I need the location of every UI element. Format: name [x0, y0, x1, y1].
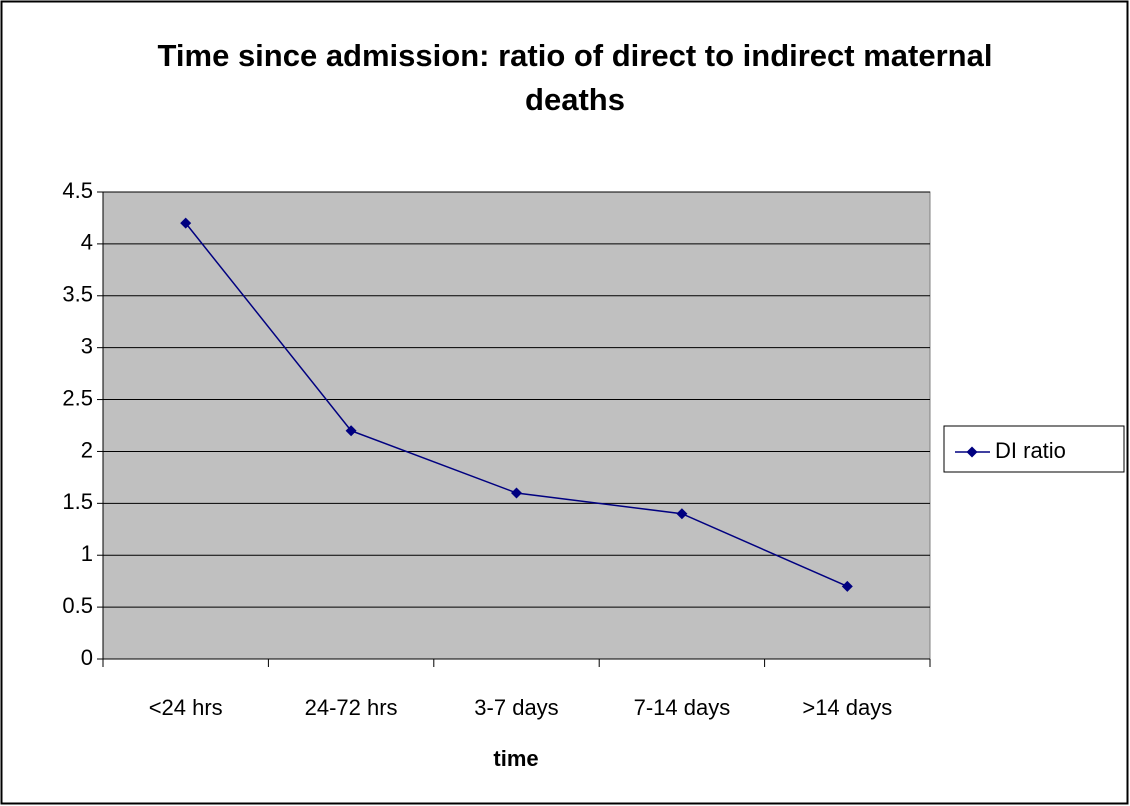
- x-tick-label: 7-14 days: [634, 695, 731, 720]
- y-tick-label: 1.5: [62, 489, 93, 514]
- y-tick-label: 1: [81, 541, 93, 566]
- y-tick-label: 3: [81, 333, 93, 358]
- legend-label: DI ratio: [995, 438, 1066, 463]
- y-tick-label: 0.5: [62, 593, 93, 618]
- x-tick-label: 3-7 days: [474, 695, 558, 720]
- marker: [345, 425, 357, 437]
- y-tick-label: 4: [81, 230, 93, 255]
- y-tick-label: 4.5: [62, 178, 93, 203]
- x-tick-label: <24 hrs: [149, 695, 223, 720]
- y-tick-label: 2: [81, 437, 93, 462]
- y-tick-label: 2.5: [62, 385, 93, 410]
- y-tick-label: 0: [81, 645, 93, 670]
- x-tick-label: >14 days: [802, 695, 892, 720]
- marker: [676, 508, 688, 520]
- legend-marker: [966, 446, 978, 458]
- x-axis-label: time: [493, 746, 538, 771]
- marker: [841, 580, 853, 592]
- x-tick-label: 24-72 hrs: [305, 695, 398, 720]
- marker: [511, 487, 522, 499]
- plot-area: [102, 191, 931, 660]
- y-tick-label: 3.5: [62, 282, 93, 307]
- chart-title: Time since admission: ratio of direct to…: [157, 38, 993, 117]
- marker: [180, 217, 192, 229]
